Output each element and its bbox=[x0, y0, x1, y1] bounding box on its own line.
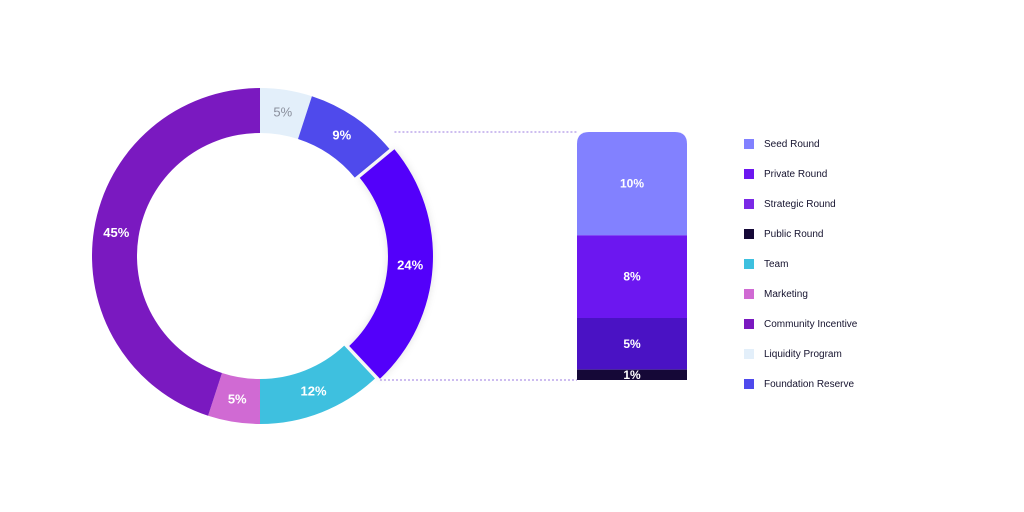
pie-slice-community-incentive bbox=[91, 88, 260, 416]
legend-swatch bbox=[744, 289, 754, 299]
legend-item-foundation-reserve: Foundation Reserve bbox=[744, 369, 984, 399]
legend-label: Liquidity Program bbox=[764, 348, 842, 360]
bar-segment-seed-round bbox=[577, 132, 687, 236]
legend: Seed Round Private Round Strategic Round Pu… bbox=[744, 129, 984, 399]
pie-label-liquidity-program: 5% bbox=[273, 104, 292, 119]
legend-swatch bbox=[744, 319, 754, 329]
pie-label-marketing: 5% bbox=[228, 392, 247, 407]
legend-swatch bbox=[744, 169, 754, 179]
legend-item-marketing: Marketing bbox=[744, 279, 984, 309]
legend-swatch bbox=[744, 379, 754, 389]
pie-slice-foundation-reserve bbox=[298, 96, 390, 178]
legend-label: Team bbox=[764, 258, 789, 270]
legend-item-private-round: Private Round bbox=[744, 159, 984, 189]
legend-item-liquidity-program: Liquidity Program bbox=[744, 339, 984, 369]
bar-of-pie-connectors bbox=[379, 131, 577, 381]
pie-label-foundation-reserve: 9% bbox=[332, 128, 351, 143]
bar-segment-private-round bbox=[577, 235, 687, 318]
legend-item-community-incentive: Community Incentive bbox=[744, 309, 984, 339]
legend-swatch bbox=[744, 349, 754, 359]
bar-label-public-round: 1% bbox=[623, 368, 641, 382]
legend-item-public-round: Public Round bbox=[744, 219, 984, 249]
pie-slice-team bbox=[260, 345, 376, 424]
legend-label: Private Round bbox=[764, 168, 828, 180]
legend-swatch bbox=[744, 199, 754, 209]
legend-item-seed-round: Seed Round bbox=[744, 129, 984, 159]
pie-slice-marketing bbox=[208, 372, 260, 425]
breakdown-bar: 10% 8% 5% 1% bbox=[577, 132, 687, 382]
legend-label: Public Round bbox=[764, 228, 824, 240]
legend-label: Foundation Reserve bbox=[764, 378, 855, 390]
legend-label: Seed Round bbox=[764, 138, 820, 150]
legend-label: Strategic Round bbox=[764, 198, 836, 210]
bar-label-private-round: 8% bbox=[623, 270, 641, 284]
pie-slice-liquidity-program bbox=[260, 88, 312, 140]
legend-swatch bbox=[744, 139, 754, 149]
pie-label-team: 12% bbox=[301, 383, 327, 398]
bar-segment-strategic-round bbox=[577, 318, 687, 370]
bar-label-seed-round: 10% bbox=[620, 177, 644, 191]
legend-swatch bbox=[744, 229, 754, 239]
pie-label-sale-rounds: 24% bbox=[397, 257, 423, 272]
legend-swatch bbox=[744, 259, 754, 269]
pie-label-community-incentive: 45% bbox=[103, 225, 129, 240]
legend-label: Community Incentive bbox=[764, 318, 858, 330]
legend-item-team: Team bbox=[744, 249, 984, 279]
donut-chart: 5% 9% 24% 12% 5% 45% bbox=[91, 88, 433, 425]
legend-item-strategic-round: Strategic Round bbox=[744, 189, 984, 219]
legend-label: Marketing bbox=[764, 288, 808, 300]
bar-segment-public-round bbox=[577, 369, 687, 380]
pie-slice-sale-rounds bbox=[349, 149, 433, 379]
bar-label-strategic-round: 5% bbox=[623, 337, 641, 351]
